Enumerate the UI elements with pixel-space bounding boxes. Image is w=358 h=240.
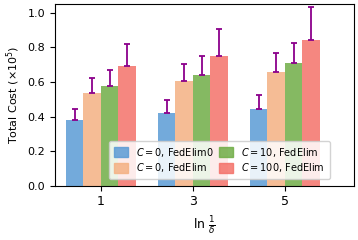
Bar [101,86,118,186]
Bar [193,75,210,186]
Y-axis label: Total Cost ($\times 10^5$): Total Cost ($\times 10^5$) [4,46,22,144]
X-axis label: ln $\frac{1}{\delta}$: ln $\frac{1}{\delta}$ [193,214,216,236]
Bar [83,93,101,186]
Bar [250,109,267,186]
Bar [267,72,285,186]
Bar [66,120,83,186]
Bar [158,113,175,186]
Bar [118,66,136,186]
Bar [302,41,320,186]
Bar [175,81,193,186]
Bar [285,63,302,186]
Bar [210,56,228,186]
Legend: $C = 0$, FedElim0, $C = 0$, FedElim, $C = 10$, FedElim, $C = 100$, FedElim: $C = 0$, FedElim0, $C = 0$, FedElim, $C … [109,141,329,179]
